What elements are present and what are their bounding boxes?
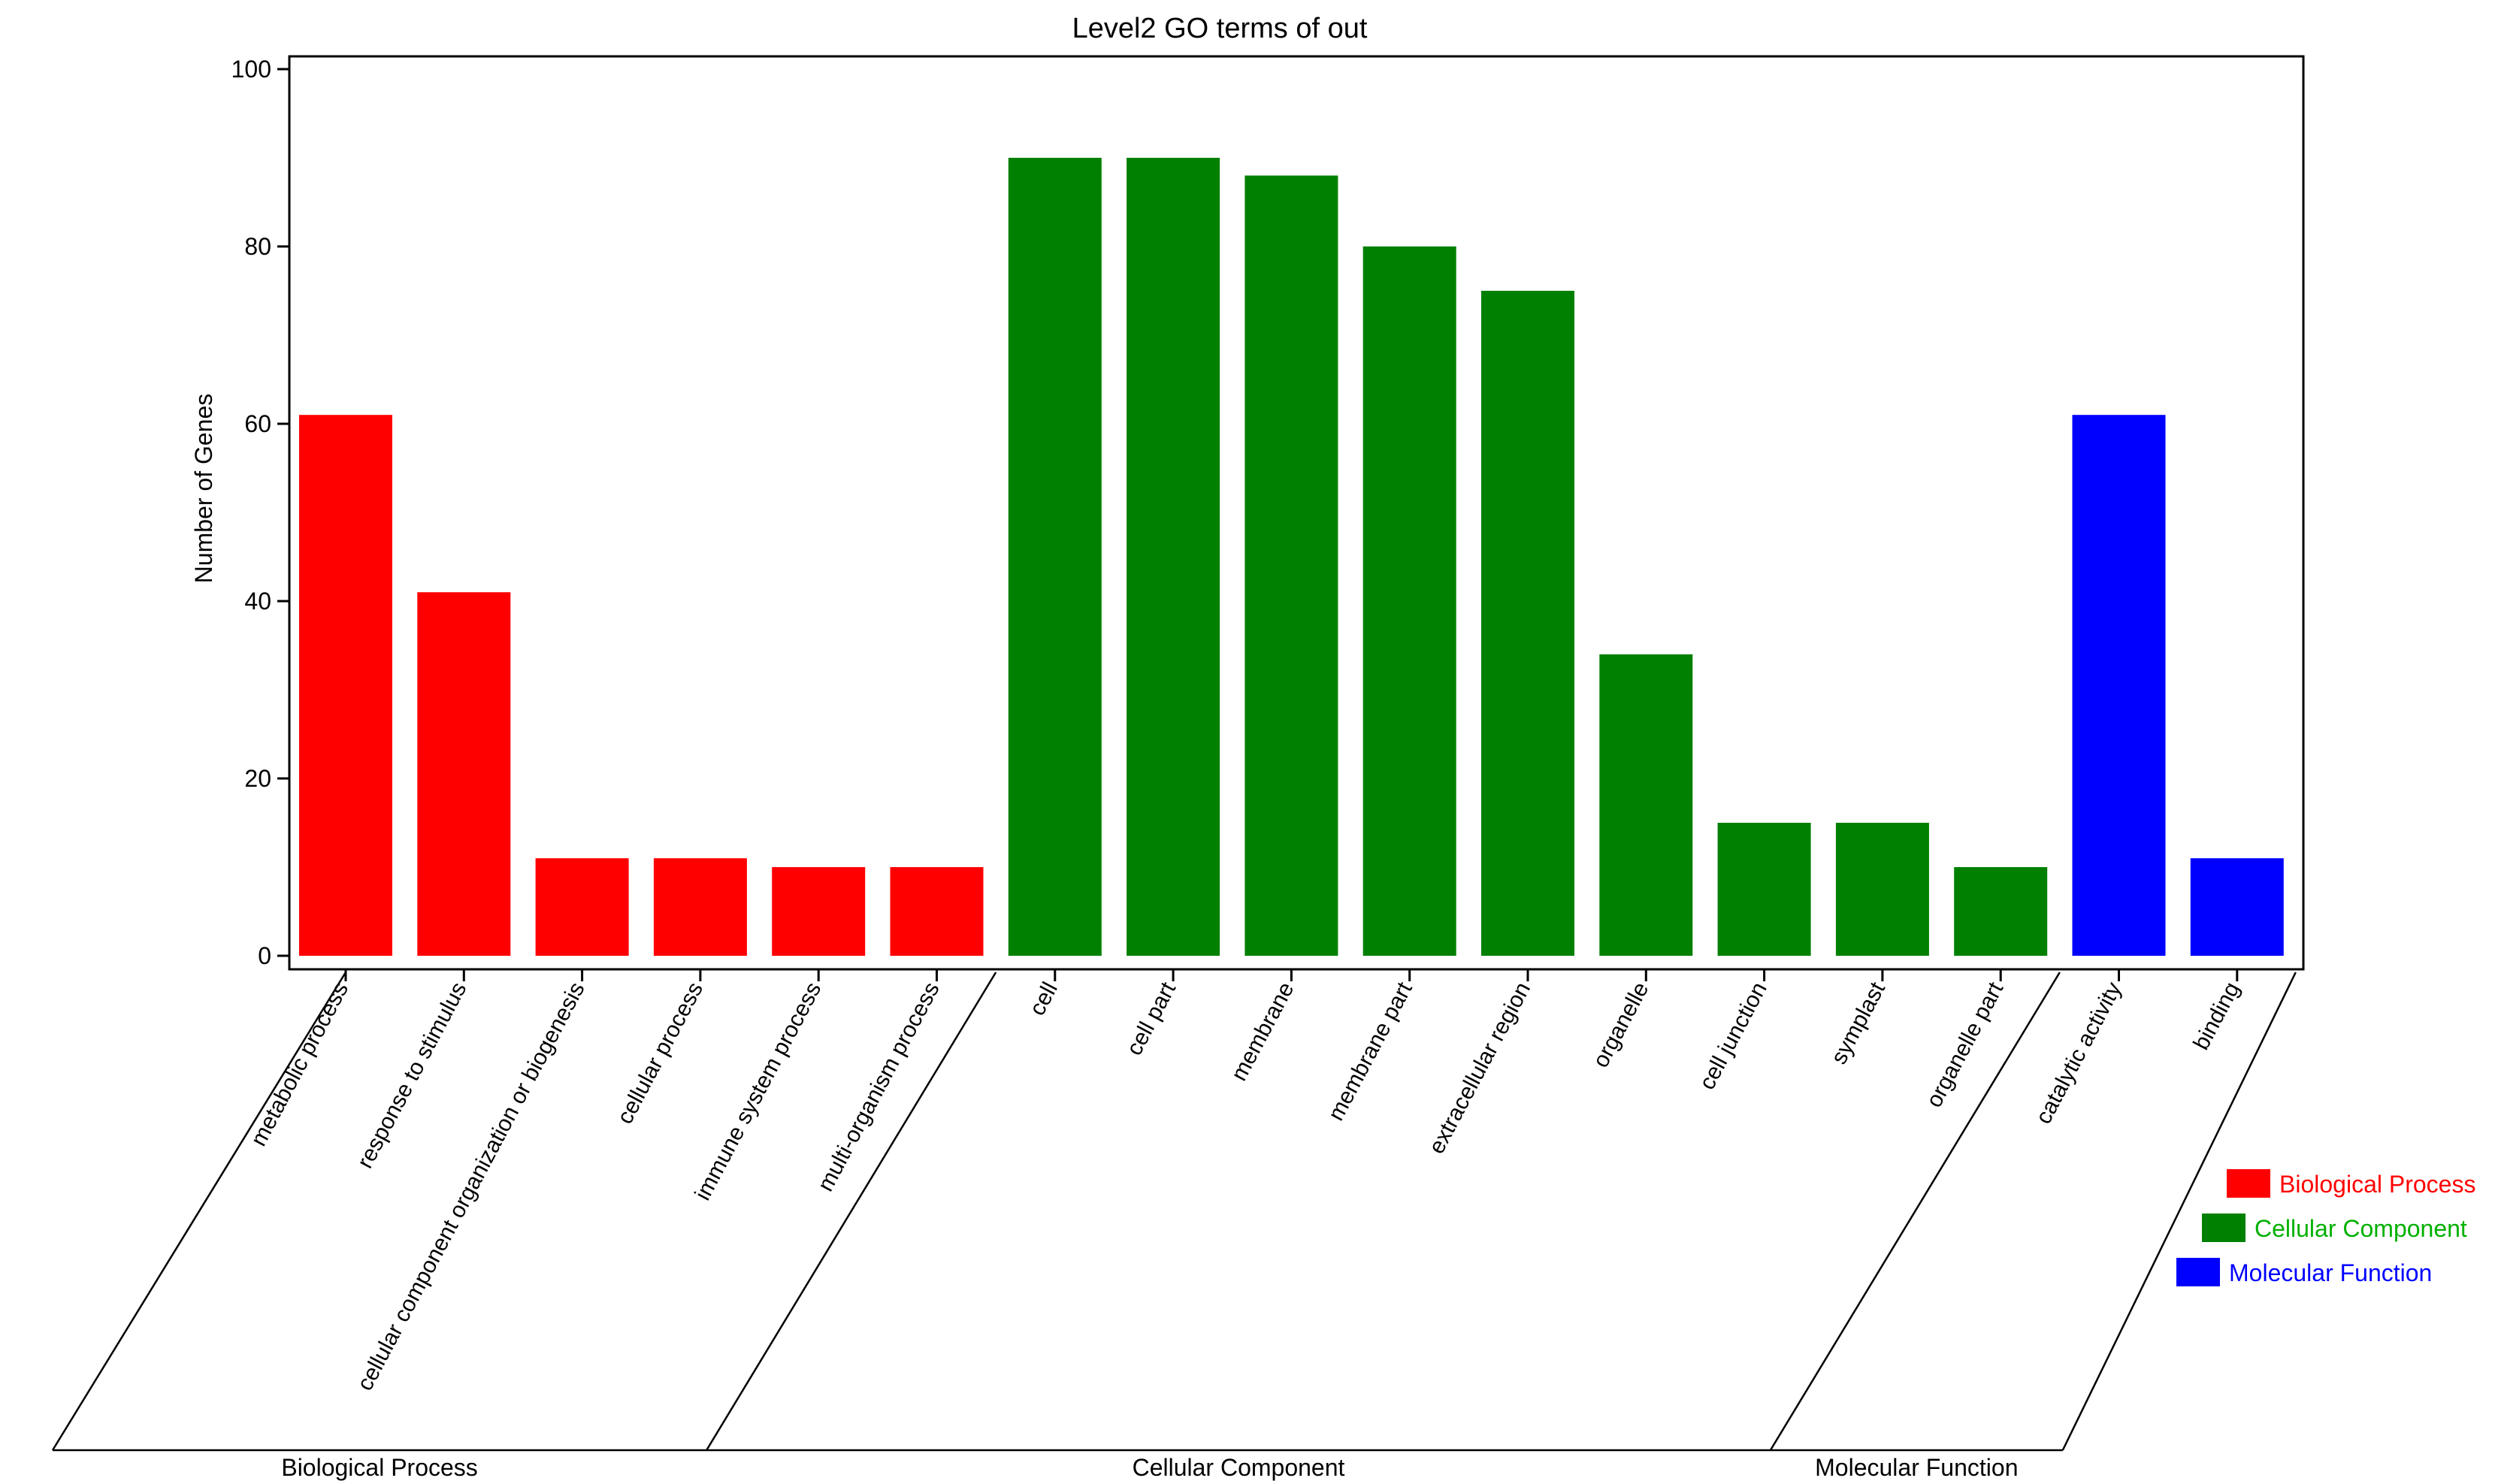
chart-title: Level2 GO terms of out	[1072, 13, 1368, 44]
x-tick-label-multi-organism-process: multi-organism process	[813, 978, 945, 1195]
group-label-molecular-function: Molecular Function	[1815, 1454, 2018, 1481]
bar-catalytic-activity	[2072, 415, 2166, 956]
bar-cellular-process	[653, 858, 747, 956]
bars	[299, 158, 2284, 957]
bar-cellular-component-organization-or-biogenesis	[535, 858, 629, 956]
y-tick-label: 60	[244, 410, 271, 437]
bar-membrane	[1244, 175, 1338, 957]
group-bracket-edge	[51, 972, 347, 1451]
x-tick-label-membrane-part: membrane part	[1323, 978, 1417, 1125]
axes: 0 20 40 60 80 100	[231, 55, 2305, 981]
x-tick-label-catalytic-activity: catalytic activity	[2031, 978, 2127, 1128]
x-tick-label-binding: binding	[2188, 978, 2245, 1054]
x-tick-label-organelle-part: organelle part	[1922, 978, 2009, 1111]
x-tick-label-metabolic-process: metabolic process	[246, 978, 354, 1150]
bar-cell-junction	[1717, 823, 1811, 956]
group-label-biological-process: Biological Process	[281, 1454, 477, 1481]
x-tick-label-immune-system-process: immune system process	[690, 978, 826, 1204]
y-axis-label: Number of Genes	[190, 394, 217, 584]
bar-organelle-part	[1954, 867, 2048, 956]
group-bracket-edge	[2061, 972, 2297, 1451]
x-tick-label-cell-junction: cell junction	[1695, 978, 1772, 1094]
x-tick-label-organelle: organelle	[1588, 978, 1653, 1071]
legend-label: Cellular Component	[2255, 1215, 2467, 1242]
legend-swatch	[2202, 1213, 2246, 1242]
y-tick-label: 20	[244, 765, 271, 792]
x-tick-label-cell: cell	[1025, 978, 1063, 1020]
bar-immune-system-process	[772, 867, 866, 956]
group-bracket-edge	[1769, 972, 2061, 1451]
y-tick-label: 0	[258, 942, 271, 969]
bar-response-to-stimulus	[417, 592, 511, 956]
bar-extracellular-region	[1481, 291, 1574, 956]
x-tick-label-symplast: symplast	[1826, 978, 1890, 1068]
x-tick-label-response-to-stimulus: response to stimulus	[352, 978, 471, 1172]
group-brackets: Biological Process Cellular Component Mole…	[51, 972, 2297, 1481]
bar-membrane-part	[1362, 246, 1456, 956]
group-bracket-edge	[706, 972, 997, 1451]
legend-item-molecular-function: Molecular Function	[2176, 1258, 2432, 1286]
legend: Biological Process Cellular Component Mole…	[2176, 1169, 2475, 1286]
legend-item-biological-process: Biological Process	[2227, 1169, 2475, 1198]
legend-item-cellular-component: Cellular Component	[2202, 1213, 2467, 1242]
x-tick-label-membrane: membrane	[1226, 978, 1299, 1085]
group-label-cellular-component: Cellular Component	[1133, 1454, 1345, 1481]
bar-metabolic-process	[299, 415, 392, 956]
x-tick-label-cellular-component-organization-or-biogenesis: cellular component organization or bioge…	[352, 978, 590, 1395]
y-tick-label: 100	[231, 56, 271, 83]
x-tick-label-cell-part: cell part	[1122, 978, 1181, 1059]
y-tick-label: 40	[244, 588, 271, 615]
bar-multi-organism-process	[890, 867, 984, 956]
bar-organelle	[1599, 654, 1693, 956]
legend-label: Molecular Function	[2229, 1259, 2432, 1286]
y-tick-label: 80	[244, 233, 271, 260]
x-tick-label-extracellular-region: extracellular region	[1424, 978, 1535, 1158]
legend-swatch	[2227, 1169, 2270, 1198]
bar-cell	[1008, 158, 1102, 956]
plot-frame	[288, 55, 2305, 971]
bar-cell-part	[1127, 158, 1220, 956]
legend-swatch	[2176, 1258, 2220, 1286]
legend-label: Biological Process	[2279, 1171, 2475, 1198]
bar-symplast	[1835, 823, 1929, 956]
bar-binding	[2190, 858, 2284, 956]
x-tick-label-cellular-process: cellular process	[612, 978, 708, 1129]
